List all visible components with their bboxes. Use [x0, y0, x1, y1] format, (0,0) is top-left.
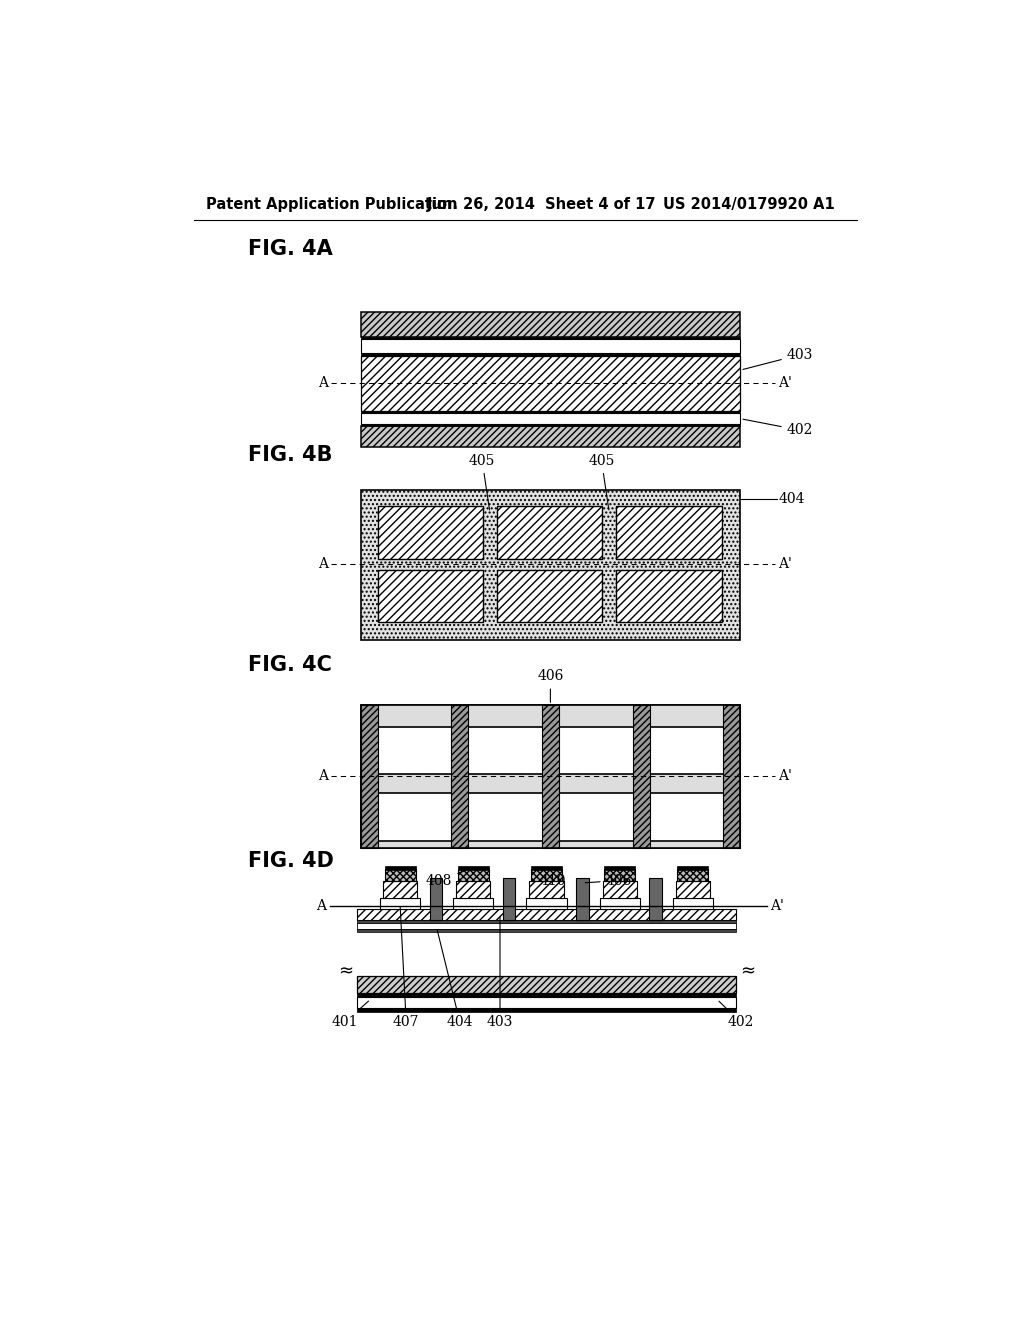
Text: 405: 405 — [469, 454, 496, 510]
Bar — [356, 923, 736, 929]
Text: ≈: ≈ — [338, 962, 353, 981]
Text: 408: 408 — [426, 869, 471, 887]
Bar — [380, 899, 420, 909]
Bar — [529, 882, 563, 899]
Bar — [385, 866, 416, 870]
Bar — [503, 878, 515, 920]
Text: 410: 410 — [540, 867, 566, 887]
Bar — [360, 705, 378, 847]
Bar — [457, 882, 490, 899]
Bar — [360, 705, 740, 847]
Bar — [360, 313, 740, 337]
Text: A: A — [317, 770, 328, 783]
Bar — [526, 899, 566, 909]
Bar — [360, 426, 740, 447]
Text: A': A' — [778, 770, 793, 783]
Text: A': A' — [778, 376, 793, 391]
Bar — [649, 878, 662, 920]
Bar — [356, 909, 736, 920]
Bar — [360, 355, 740, 411]
Bar — [360, 490, 740, 640]
Bar — [356, 997, 736, 1007]
Text: 405: 405 — [589, 454, 614, 510]
Bar — [356, 993, 736, 997]
Text: A': A' — [778, 557, 793, 572]
Text: FIG. 4D: FIG. 4D — [248, 851, 334, 871]
Bar — [385, 869, 416, 882]
Bar — [678, 869, 709, 882]
Bar — [604, 869, 635, 882]
Bar — [497, 570, 602, 622]
Bar — [531, 866, 562, 870]
Text: ≈: ≈ — [739, 962, 755, 981]
Bar — [360, 424, 740, 426]
Text: Jun. 26, 2014  Sheet 4 of 17: Jun. 26, 2014 Sheet 4 of 17 — [426, 197, 656, 213]
Bar — [360, 775, 740, 793]
Bar — [383, 882, 417, 899]
Text: 402: 402 — [719, 1001, 754, 1030]
Bar — [616, 507, 722, 558]
Text: A: A — [317, 557, 328, 572]
Bar — [458, 869, 488, 882]
Text: A': A' — [770, 899, 784, 913]
Bar — [531, 869, 562, 882]
Bar — [673, 899, 713, 909]
Bar — [604, 866, 635, 870]
Text: 406: 406 — [585, 874, 632, 887]
Bar — [378, 507, 483, 558]
Bar — [497, 507, 602, 558]
Bar — [360, 705, 740, 726]
Bar — [430, 878, 442, 920]
Bar — [603, 882, 637, 899]
Bar — [577, 878, 589, 920]
Bar — [633, 705, 649, 847]
Bar — [360, 339, 740, 354]
Text: 401: 401 — [332, 1001, 369, 1030]
Bar — [360, 705, 740, 847]
Bar — [360, 354, 740, 355]
Text: A: A — [315, 899, 326, 913]
Bar — [360, 726, 740, 775]
Text: 404: 404 — [437, 931, 473, 1030]
Bar — [356, 920, 736, 923]
Text: 403: 403 — [743, 347, 813, 370]
Text: A: A — [317, 376, 328, 391]
Text: 406: 406 — [538, 669, 563, 702]
Bar — [678, 866, 709, 870]
Text: 407: 407 — [393, 907, 420, 1030]
Bar — [723, 705, 740, 847]
Bar — [360, 413, 740, 424]
Bar — [360, 337, 740, 339]
Bar — [356, 977, 736, 993]
Bar — [453, 899, 494, 909]
Bar — [458, 866, 488, 870]
Text: FIG. 4B: FIG. 4B — [248, 445, 333, 465]
Bar — [356, 1007, 736, 1011]
Text: FIG. 4C: FIG. 4C — [248, 655, 332, 675]
Bar — [356, 929, 736, 932]
Bar — [360, 411, 740, 413]
Bar — [676, 882, 710, 899]
Bar — [360, 793, 740, 841]
Text: 403: 403 — [486, 917, 513, 1030]
Text: FIG. 4A: FIG. 4A — [248, 239, 333, 259]
Bar — [542, 705, 559, 847]
Text: 402: 402 — [743, 420, 813, 437]
Bar — [360, 841, 740, 847]
Bar — [452, 705, 468, 847]
Text: US 2014/0179920 A1: US 2014/0179920 A1 — [663, 197, 835, 213]
Text: 404: 404 — [779, 492, 806, 506]
Bar — [600, 899, 640, 909]
Bar — [378, 570, 483, 622]
Text: Patent Application Publication: Patent Application Publication — [206, 197, 457, 213]
Bar — [616, 570, 722, 622]
